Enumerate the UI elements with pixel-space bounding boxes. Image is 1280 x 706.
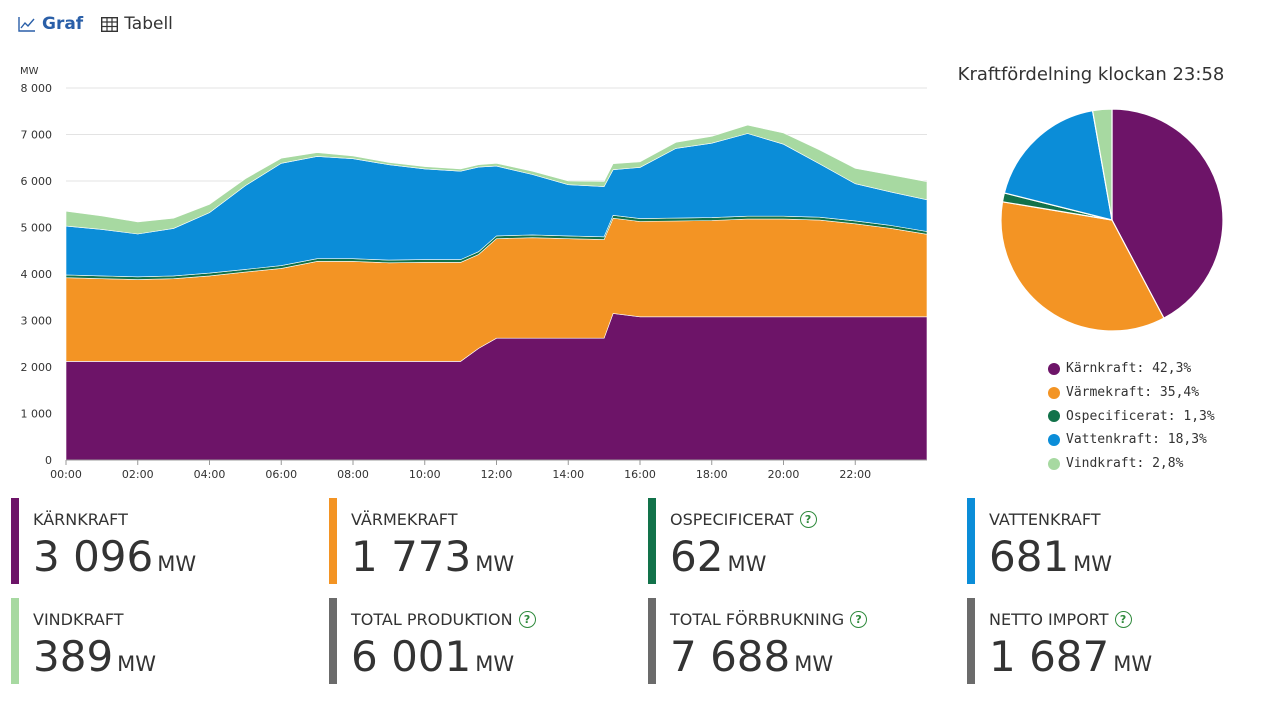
legend-label: Kärnkraft: 42,3% [1066,361,1192,377]
stat-card-unit: MW [727,552,767,576]
stat-card-value: 62 MW [670,532,767,581]
x-tick-label: 04:00 [194,468,226,481]
y-tick-label: 5 000 [21,222,53,235]
stat-card-unit: MW [157,552,197,576]
stat-card-unit: MW [475,552,515,576]
x-tick-label: 00:00 [50,468,82,481]
stat-card-color-bar [967,498,975,584]
legend-dot-icon [1048,410,1060,423]
stat-card-total-forbrukning: TOTAL FÖRBRUKNING? 7 688 MW [648,598,948,684]
stat-card-value: 389 MW [33,632,157,681]
x-tick-label: 06:00 [265,468,297,481]
legend-label: Vindkraft: 2,8% [1066,456,1184,472]
x-tick-label: 14:00 [552,468,584,481]
stat-card-total-produktion: TOTAL PRODUKTION? 6 001 MW [329,598,629,684]
table-icon [101,16,119,32]
stat-card-vindkraft: VINDKRAFT 389 MW [11,598,311,684]
pie-slice-vindkraft[interactable] [1091,108,1113,221]
legend-dot-icon [1048,362,1060,375]
x-tick-label: 18:00 [696,468,728,481]
stat-card-ospecificerat: OSPECIFICERAT? 62 MW [648,498,948,584]
stat-card-vattenkraft: VATTENKRAFT 681 MW [967,498,1267,584]
stat-card-unit: MW [794,652,834,676]
stat-card-varmekraft: VÄRMEKRAFT 1 773 MW [329,498,629,584]
tab-graf-label: Graf [42,14,84,34]
stat-card-unit: MW [1113,652,1153,676]
pie-slice-värmekraft[interactable] [1000,201,1165,332]
stat-card-value: 1 773 MW [351,532,515,581]
y-tick-label: 8 000 [21,82,53,95]
help-icon[interactable]: ? [1114,611,1132,628]
pie-title: Kraftfördelning klockan 23:58 [958,64,1225,85]
stat-card-label: TOTAL PRODUKTION? [351,610,536,629]
stat-card-netto-import: NETTO IMPORT? 1 687 MW [967,598,1267,684]
stat-card-unit: MW [475,652,515,676]
legend-label: Ospecificerat: 1,3% [1066,408,1215,424]
y-tick-label: 6 000 [21,175,53,188]
x-tick-label: 02:00 [122,468,154,481]
stat-card-label: TOTAL FÖRBRUKNING? [670,610,868,629]
stat-card-label: KÄRNKRAFT [33,510,128,529]
stat-card-value: 7 688 MW [670,632,834,681]
stat-card-label: VATTENKRAFT [989,510,1101,529]
help-icon[interactable]: ? [518,611,536,628]
y-tick-label: 1 000 [21,408,53,421]
legend-item[interactable]: Vattenkraft: 18,3% [1048,428,1215,452]
legend-dot-icon [1048,457,1060,470]
y-tick-label: 0 [45,454,52,467]
x-tick-label: 10:00 [409,468,441,481]
tab-tabell[interactable]: Tabell [101,14,173,34]
y-tick-label: 2 000 [21,361,53,374]
pie-legend: Kärnkraft: 42,3% Värmekraft: 35,4% Ospecif… [1048,357,1215,475]
legend-item[interactable]: Ospecificerat: 1,3% [1048,404,1215,428]
tab-tabell-label: Tabell [124,14,173,34]
x-tick-label: 08:00 [337,468,369,481]
pie-slice-vattenkraft[interactable] [1003,110,1113,221]
stat-card-value: 6 001 MW [351,632,515,681]
stat-card-label: NETTO IMPORT? [989,610,1132,629]
x-tick-label: 22:00 [839,468,871,481]
legend-dot-icon [1048,386,1060,399]
x-tick-label: 12:00 [481,468,513,481]
stat-card-color-bar [967,598,975,684]
area-series-4 [65,124,928,235]
stat-card-unit: MW [1073,552,1113,576]
stacked-area-chart: MW 0 1 000 2 000 3 000 4 000 5 000 6 000 7 000 8 … [20,66,928,481]
stat-card-unit: MW [117,652,157,676]
stat-card-color-bar [11,498,19,584]
stat-card-value: 3 096 MW [33,532,197,581]
stat-card-color-bar [11,598,19,684]
stat-card-color-bar [329,498,337,584]
view-tabs: Graf Tabell [18,14,173,34]
y-tick-label: 4 000 [21,268,53,281]
stat-card-label: VÄRMEKRAFT [351,510,458,529]
stat-card-value: 1 687 MW [989,632,1153,681]
y-tick-label: 3 000 [21,315,53,328]
x-tick-label: 16:00 [624,468,656,481]
stat-card-label: VINDKRAFT [33,610,124,629]
help-icon[interactable]: ? [850,611,868,628]
stat-card-label: OSPECIFICERAT? [670,510,817,529]
stat-card-color-bar [648,498,656,584]
stat-card-color-bar [329,598,337,684]
tab-graf[interactable]: Graf [18,14,83,34]
pie-chart: Kraftfördelning klockan 23:58 [958,64,1225,332]
legend-item[interactable]: Värmekraft: 35,4% [1048,381,1215,405]
stat-card-value: 681 MW [989,532,1113,581]
legend-label: Värmekraft: 35,4% [1066,385,1200,401]
help-icon[interactable]: ? [799,511,817,528]
legend-label: Vattenkraft: 18,3% [1066,432,1207,448]
y-tick-label: 7 000 [21,129,53,142]
legend-item[interactable]: Vindkraft: 2,8% [1048,452,1215,476]
line-chart-icon [18,16,36,32]
y-axis-unit-label: MW [20,66,39,77]
pie-slice-kärnkraft[interactable] [1111,108,1224,319]
legend-item[interactable]: Kärnkraft: 42,3% [1048,357,1215,381]
x-tick-label: 20:00 [768,468,800,481]
stat-card-karnkraft: KÄRNKRAFT 3 096 MW [11,498,311,584]
legend-dot-icon [1048,433,1060,446]
stat-card-color-bar [648,598,656,684]
